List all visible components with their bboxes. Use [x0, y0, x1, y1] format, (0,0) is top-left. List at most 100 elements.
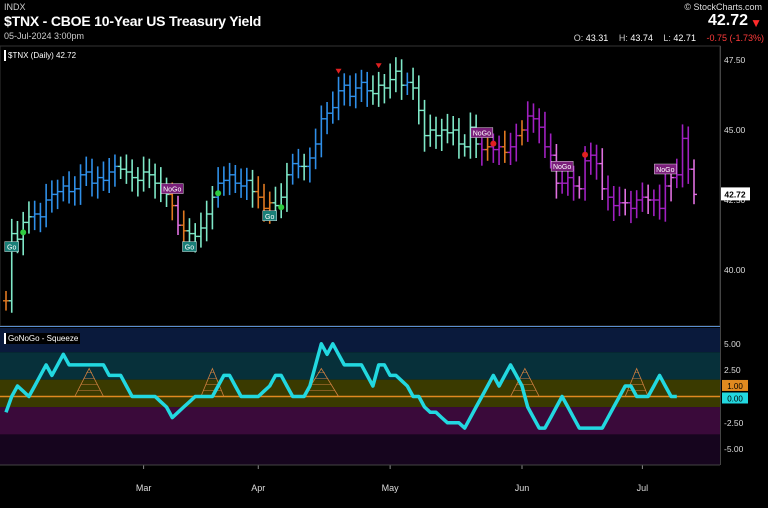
price-bar: [519, 120, 525, 146]
open-label: O:: [573, 33, 584, 43]
price-bar: [111, 154, 118, 187]
brand-label[interactable]: © StockCharts.com: [684, 2, 762, 12]
go-dot: [215, 190, 222, 197]
price-bar: [501, 130, 508, 163]
price-bar: [364, 71, 371, 107]
signal-tag: [262, 210, 277, 222]
price-bar: [415, 75, 422, 125]
exchange-label: INDX: [4, 2, 26, 12]
low-value: 42.71: [673, 33, 696, 43]
price-bar: [100, 161, 107, 191]
price-bar: [341, 73, 348, 106]
price-bar: [587, 142, 594, 175]
squeeze-marker: [510, 367, 540, 397]
price-bar: [421, 99, 428, 152]
price-bar: [77, 164, 84, 205]
price-bar: [54, 179, 61, 210]
oscillator-tick-label: -5.00: [724, 444, 744, 454]
x-tick-label: Jun: [515, 483, 530, 493]
oscillator-tick-label: 5.00: [724, 339, 741, 349]
price-bar: [238, 168, 245, 198]
signal-tag: [161, 183, 184, 194]
price-bar: [71, 176, 78, 206]
price-bar: [455, 118, 462, 159]
price-bar: [599, 148, 606, 200]
chart-title: $TNX - CBOE 10-Year US Treasury Yield: [4, 13, 262, 29]
price-panel-label: $TNX (Daily) 42.72: [4, 50, 79, 61]
signal-value-label: 1.00: [727, 382, 743, 391]
price-bar: [398, 59, 405, 100]
squeeze-outline: [74, 367, 104, 397]
price-bar: [295, 148, 302, 179]
price-bar: [215, 167, 222, 208]
price-bar: [60, 176, 67, 202]
price-bar: [679, 124, 686, 188]
oscillator-band-0: [0, 328, 720, 353]
open-value: 43.31: [585, 33, 609, 43]
squeeze-marker: [74, 367, 104, 397]
price-bar: [283, 162, 290, 212]
price-bar: [48, 180, 55, 213]
price-bar: [650, 189, 657, 217]
price-bar: [427, 114, 434, 147]
chart-header: INDX $TNX - CBOE 10-Year US Treasury Yie…: [0, 0, 768, 46]
signal-tag: [470, 127, 494, 138]
last-price-tag-label: 42.72: [724, 189, 746, 199]
price-tick-label: 40.00: [724, 265, 746, 275]
red-triangle-marker: [335, 68, 342, 74]
price-bar: [301, 153, 308, 181]
price-bar: [433, 116, 439, 149]
price-bar: [605, 175, 611, 211]
price-bar: [209, 186, 216, 230]
price-bar: [146, 158, 153, 189]
price-bar: [347, 75, 353, 107]
chart-date: 05-Jul-2024 3:00pm: [4, 31, 85, 41]
price-bar: [312, 128, 319, 170]
price-bar: [685, 126, 692, 184]
oscillator-line: [4, 342, 677, 430]
price-bar: [438, 118, 445, 151]
price-bar: [329, 91, 336, 124]
squeeze-outline: [200, 367, 225, 397]
price-bar: [94, 166, 101, 199]
price-bar: [197, 212, 204, 248]
price-bar: [691, 159, 697, 205]
go-dot: [278, 204, 285, 211]
ohlc-readout: O: 43.31 H: 43.74 L: 42.71 -0.75 (-1.73%…: [574, 33, 764, 43]
change-value: -0.75 (-1.73%): [706, 33, 764, 43]
price-bar: [530, 103, 537, 133]
price-bar: [444, 113, 451, 144]
price-bar: [140, 156, 147, 192]
price-bar: [467, 112, 474, 159]
price-bar: [513, 123, 520, 162]
price-bar: [547, 133, 554, 169]
x-tick-label: Apr: [251, 483, 265, 493]
last-price: 42.72: [707, 12, 748, 29]
price-bar: [593, 144, 600, 180]
signal-tag: [182, 241, 197, 252]
price-tick-label: 45.00: [724, 125, 746, 135]
price-bar: [507, 132, 514, 165]
price-bar: [152, 163, 159, 199]
price-bar: [645, 184, 652, 214]
high-value: 43.74: [630, 33, 653, 43]
price-tick-label: 47.50: [724, 55, 746, 65]
signal-value-tag: [722, 379, 748, 391]
signal-tag-label: NoGo: [163, 187, 181, 194]
nogo-dot: [490, 140, 497, 147]
last-price-tag: [720, 187, 750, 201]
price-bar: [358, 69, 365, 102]
price-bar: [375, 71, 382, 107]
signal-tag-label: Go: [185, 245, 194, 252]
price-bar: [335, 76, 342, 121]
price-bar: [490, 133, 497, 163]
price-bar: [610, 186, 617, 221]
red-triangle-marker: [375, 63, 382, 69]
x-tick-label: Jul: [637, 483, 649, 493]
price-bar: [536, 108, 543, 144]
signal-tag-label: Go: [7, 245, 16, 252]
price-bar: [410, 67, 417, 100]
x-tick-label: May: [382, 483, 400, 493]
price-bar: [662, 172, 669, 222]
price-bar: [576, 176, 583, 199]
